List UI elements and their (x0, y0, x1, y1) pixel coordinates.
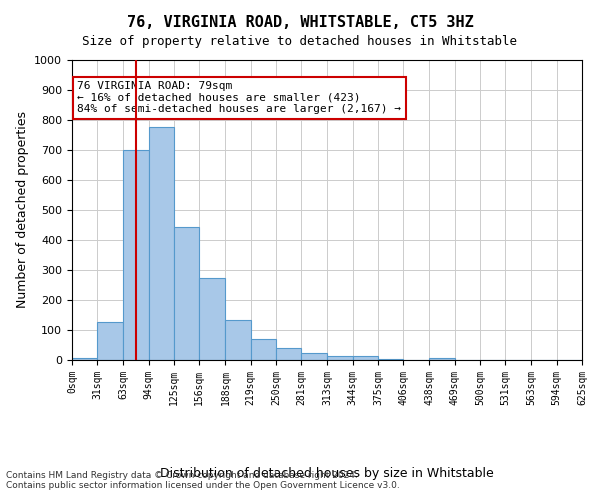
Y-axis label: Number of detached properties: Number of detached properties (16, 112, 29, 308)
Bar (276, 348, 301, 360)
Bar (124, 150, 149, 360)
Bar (226, 320, 251, 360)
Bar (301, 352, 328, 360)
X-axis label: Distribution of detached houses by size in Whitstable: Distribution of detached houses by size … (160, 468, 494, 480)
Bar (72, 358, 97, 360)
Bar (174, 227, 199, 360)
Bar (430, 358, 455, 360)
Text: Contains HM Land Registry data © Crown copyright and database right 2024.
Contai: Contains HM Land Registry data © Crown c… (6, 470, 400, 490)
Bar (149, 126, 174, 360)
Text: Size of property relative to detached houses in Whitstable: Size of property relative to detached ho… (83, 35, 517, 48)
Bar (97, 322, 124, 360)
Bar (353, 356, 378, 360)
Text: 76 VIRGINIA ROAD: 79sqm
← 16% of detached houses are smaller (423)
84% of semi-d: 76 VIRGINIA ROAD: 79sqm ← 16% of detache… (77, 81, 401, 114)
Bar (378, 358, 403, 360)
Text: 76, VIRGINIA ROAD, WHITSTABLE, CT5 3HZ: 76, VIRGINIA ROAD, WHITSTABLE, CT5 3HZ (127, 15, 473, 30)
Bar (199, 278, 226, 360)
Bar (328, 356, 353, 360)
Bar (251, 339, 276, 360)
